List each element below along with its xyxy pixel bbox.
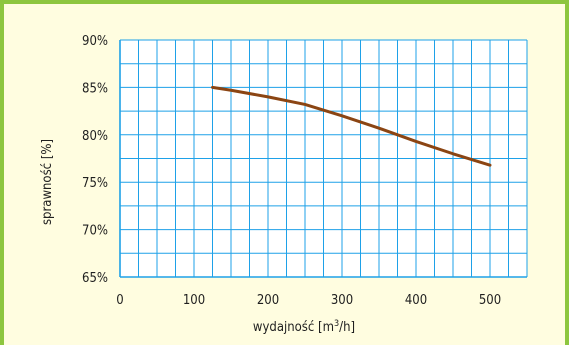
y-tick-label: 75% xyxy=(82,176,108,191)
x-tick-label: 100 xyxy=(183,293,205,308)
axes xyxy=(119,40,527,278)
y-tick-label: 65% xyxy=(82,271,108,286)
x-axis-label: wydajność [m3/h] xyxy=(253,319,355,335)
y-axis-label: sprawność [%] xyxy=(40,139,55,225)
x-tick-label: 500 xyxy=(479,293,501,308)
x-tick-label: 0 xyxy=(116,293,123,308)
x-tick-label: 300 xyxy=(331,293,353,308)
series-line xyxy=(211,85,492,167)
y-tick-label: 85% xyxy=(82,81,108,96)
y-tick-label: 80% xyxy=(82,129,108,144)
y-tick-label: 90% xyxy=(82,34,108,49)
tick-labels: 0 100 200 300 400 500 65% 70% 75% 80% 85% 90% xyxy=(82,34,501,308)
series-layer xyxy=(211,85,492,167)
y-tick-label: 70% xyxy=(82,224,108,239)
x-tick-label: 400 xyxy=(405,293,427,308)
x-tick-label: 200 xyxy=(257,293,279,308)
